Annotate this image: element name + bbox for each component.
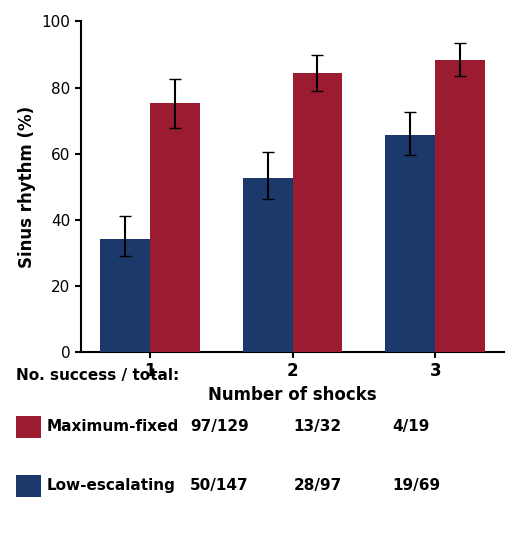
Text: 50/147: 50/147 xyxy=(190,478,249,494)
Text: 97/129: 97/129 xyxy=(190,419,249,434)
Bar xyxy=(242,178,292,352)
Text: 28/97: 28/97 xyxy=(294,478,342,494)
Text: 4/19: 4/19 xyxy=(393,419,430,434)
Bar xyxy=(292,73,343,352)
Bar xyxy=(100,240,150,352)
X-axis label: Number of shocks: Number of shocks xyxy=(208,386,377,404)
Text: 13/32: 13/32 xyxy=(294,419,342,434)
Text: Maximum-fixed: Maximum-fixed xyxy=(47,419,179,434)
Text: No. success / total:: No. success / total: xyxy=(16,368,179,383)
Bar xyxy=(150,104,200,352)
Y-axis label: Sinus rhythm (%): Sinus rhythm (%) xyxy=(18,106,36,267)
Text: Low-escalating: Low-escalating xyxy=(47,478,176,494)
Text: 19/69: 19/69 xyxy=(393,478,441,494)
Bar xyxy=(385,135,435,352)
Bar xyxy=(435,60,485,352)
